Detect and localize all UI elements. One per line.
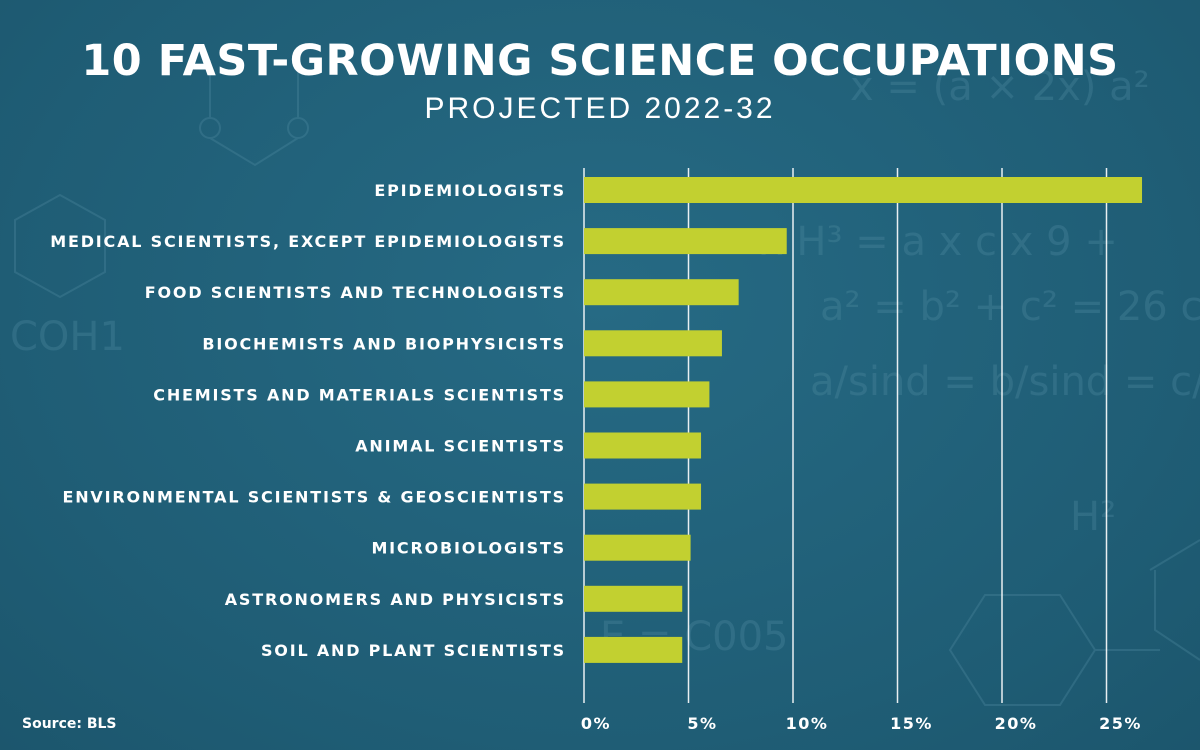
x-tick-label: 0%: [581, 714, 611, 733]
svg-text:a/sind = b/sind = c/sin: a/sind = b/sind = c/sin: [810, 359, 1200, 405]
bar: [584, 585, 683, 612]
svg-text:x = (a × 2x) a²: x = (a × 2x) a²: [850, 64, 1150, 110]
x-tick-label: 10%: [786, 714, 829, 733]
bar: [584, 381, 710, 408]
chart-title: 10 FAST-GROWING SCIENCE OCCUPATIONS: [81, 36, 1119, 86]
bar: [584, 279, 739, 306]
svg-text:COH1: COH1: [10, 314, 125, 360]
bars: [584, 177, 1143, 663]
category-label: ANIMAL SCIENTISTS: [355, 437, 566, 456]
svg-text:H²: H²: [1070, 494, 1116, 540]
x-tick-label: 5%: [687, 714, 717, 733]
bar: [584, 534, 691, 561]
chart-subtitle: PROJECTED 2022-32: [424, 92, 776, 125]
category-labels: EPIDEMIOLOGISTS MEDICAL SCIENTISTS, EXCEP…: [50, 181, 566, 660]
x-tick-label: 25%: [1099, 714, 1142, 733]
category-label: MEDICAL SCIENTISTS, EXCEPT EPIDEMIOLOGIS…: [50, 232, 566, 251]
category-label: BIOCHEMISTS AND BIOPHYSICISTS: [202, 334, 566, 353]
x-axis-ticks: 0% 5% 10% 15% 20% 25%: [581, 714, 1142, 733]
bar: [584, 636, 683, 663]
bar: [584, 483, 702, 510]
x-tick-label: 15%: [890, 714, 933, 733]
svg-text:a² = b² + c² = 26 c: a² = b² + c² = 26 c: [820, 284, 1200, 330]
x-tick-label: 20%: [995, 714, 1038, 733]
category-label: EPIDEMIOLOGISTS: [374, 181, 566, 200]
category-label: CHEMISTS AND MATERIALS SCIENTISTS: [153, 385, 566, 404]
category-label: FOOD SCIENTISTS AND TECHNOLOGISTS: [145, 283, 566, 302]
bar: [584, 330, 722, 357]
bar: [584, 177, 1143, 203]
category-label: SOIL AND PLANT SCIENTISTS: [261, 641, 566, 660]
category-label: ASTRONOMERS AND PHYSICISTS: [225, 590, 566, 609]
category-label: MICROBIOLOGISTS: [371, 539, 566, 558]
bar: [584, 432, 702, 459]
source-note: Source: BLS: [22, 716, 117, 732]
bar: [584, 228, 787, 255]
svg-text:x H³ = a x c x 9 +: x H³ = a x c x 9 +: [760, 219, 1118, 265]
category-label: ENVIRONMENTAL SCIENTISTS & GEOSCIENTISTS: [62, 488, 566, 507]
